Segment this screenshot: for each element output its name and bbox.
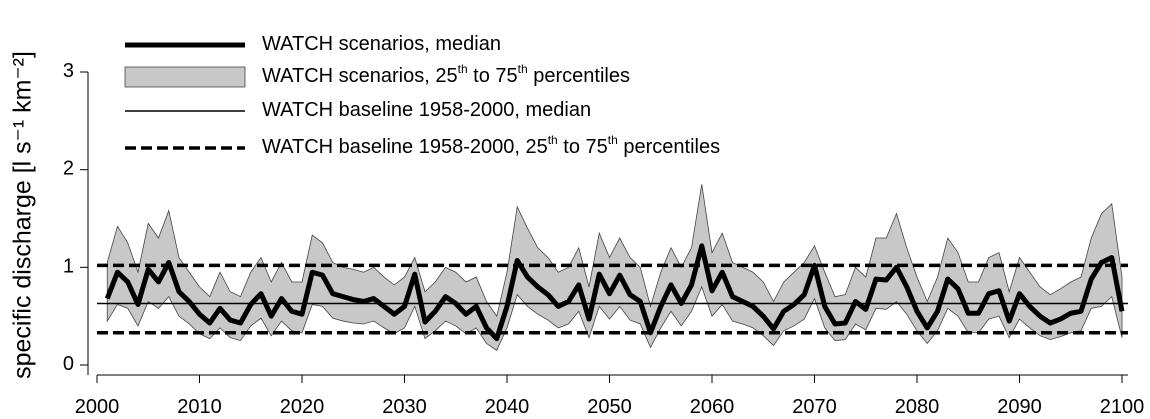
x-tick-label: 2080 (895, 396, 940, 418)
legend-label: WATCH scenarios, median (262, 33, 501, 55)
legend-label: WATCH scenarios, 25th to 75th percentile… (262, 62, 630, 87)
series-line (104, 243, 1125, 342)
x-tick-label: 2040 (485, 396, 530, 418)
x-tick-label: 2050 (587, 396, 632, 418)
legend-label: WATCH baseline 1958-2000, 25th to 75th p… (262, 133, 720, 158)
x-tick-label: 2070 (792, 396, 837, 418)
x-tick-label: 2030 (382, 396, 427, 418)
y-tick-label: 0 (63, 353, 74, 375)
y-tick-label: 2 (63, 158, 74, 180)
x-tick-label: 2090 (997, 396, 1042, 418)
x-tick-label: 2100 (1100, 396, 1145, 418)
legend-swatch (124, 66, 246, 88)
percentile-band (106, 184, 1123, 351)
x-tick-label: 2000 (75, 396, 120, 418)
x-tick-label: 2020 (280, 396, 325, 418)
legend-label: WATCH baseline 1958-2000, median (262, 99, 591, 121)
x-tick-label: 2010 (177, 396, 222, 418)
y-tick-label: 3 (63, 60, 74, 82)
x-tick-label: 2060 (690, 396, 735, 418)
y-tick-label: 1 (63, 256, 74, 278)
y-axis-label: specific discharge [l s⁻¹ km⁻²] (9, 51, 37, 379)
